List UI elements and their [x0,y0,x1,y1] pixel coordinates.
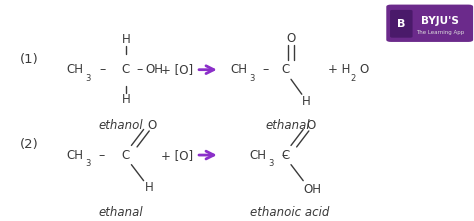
Text: H: H [145,181,154,194]
Text: C: C [281,149,290,162]
Text: O: O [147,119,156,132]
Text: –: – [281,149,288,162]
Text: C: C [122,149,130,162]
Text: OH: OH [303,183,321,196]
FancyBboxPatch shape [386,5,473,42]
Text: 3: 3 [250,74,255,83]
FancyBboxPatch shape [390,10,412,38]
Text: –: – [99,63,105,76]
Text: ethanal: ethanal [99,206,144,219]
Text: CH: CH [231,63,248,76]
Text: BYJU'S: BYJU'S [421,16,459,26]
Text: –: – [263,63,269,76]
Text: 3: 3 [85,159,91,168]
Text: H: H [302,95,311,108]
Text: 3: 3 [85,74,91,83]
Text: 2: 2 [351,74,356,83]
Text: O: O [359,63,368,76]
Text: The Learning App: The Learning App [416,30,465,35]
Text: + H: + H [328,63,351,76]
Text: –: – [98,149,104,162]
Text: OH: OH [145,63,163,76]
Text: C: C [281,63,290,76]
Text: H: H [121,93,130,106]
Text: C: C [122,63,130,76]
Text: O: O [286,32,296,45]
Text: ethanal: ethanal [265,119,310,132]
Text: ethanol: ethanol [99,119,144,132]
Text: (2): (2) [20,138,39,151]
Text: H: H [121,33,130,46]
Text: CH: CH [66,63,83,76]
Text: B: B [397,19,405,29]
Text: 3: 3 [268,159,274,168]
Text: (1): (1) [20,53,39,65]
Text: ethanoic acid: ethanoic acid [250,206,330,219]
Text: + [O]: + [O] [161,149,193,162]
Text: –: – [137,63,143,76]
Text: O: O [307,119,316,132]
Text: + [O]: + [O] [161,63,193,76]
Text: CH: CH [66,149,83,162]
Text: CH: CH [250,149,266,162]
